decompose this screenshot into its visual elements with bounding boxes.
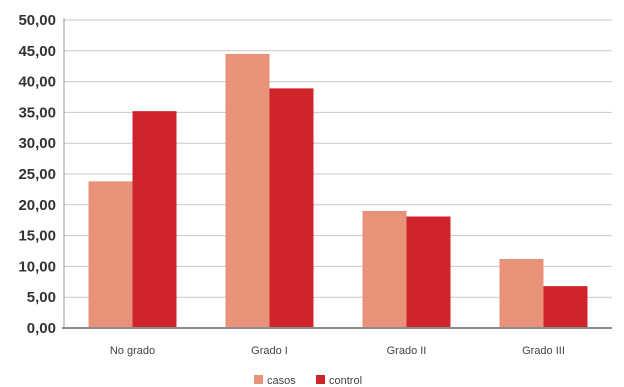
y-axis-ticks: 0,00 5,00 10,00 15,00 20,00 25,00 30,00 35,00 40… [18,12,56,337]
x-axis: No grado Grado I Grado II Grado III [62,18,612,357]
y-tick-label: 35,00 [18,104,56,121]
y-tick-label: 50,00 [18,12,56,29]
bars [88,53,588,328]
bar-control [543,286,588,328]
bar-control [269,88,314,328]
y-tick-label: 15,00 [18,228,56,245]
x-tick-label: No grado [110,345,155,357]
legend: casos control [254,375,362,387]
legend-swatch-casos [254,375,263,384]
bar-control [132,111,177,328]
legend-label-control: control [329,375,362,387]
legend-label-casos: casos [267,375,296,387]
bar-casos [88,181,133,328]
legend-swatch-control [316,375,325,384]
x-tick-label: Grado I [251,345,288,357]
bar-control [406,216,451,328]
y-tick-label: 0,00 [27,320,56,337]
y-tick-label: 5,00 [27,289,56,306]
bar-casos [225,53,270,328]
y-tick-label: 10,00 [18,258,56,275]
bar-casos [499,259,544,328]
y-tick-label: 20,00 [18,197,56,214]
y-tick-label: 25,00 [18,166,56,183]
x-tick-label: Grado III [522,345,565,357]
y-tick-label: 40,00 [18,74,56,91]
y-tick-label: 30,00 [18,135,56,152]
x-tick-label: Grado II [387,345,427,357]
y-tick-label: 45,00 [18,43,56,60]
bar-casos [362,210,407,328]
